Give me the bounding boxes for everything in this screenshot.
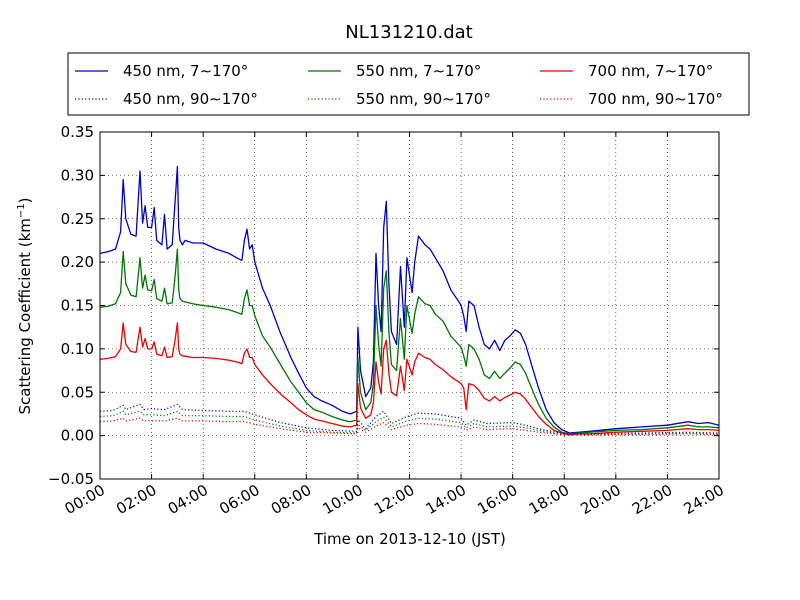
legend-box <box>67 52 750 116</box>
y-tick-label: 0.05 <box>61 383 94 401</box>
y-tick-label: 0.35 <box>61 123 94 141</box>
y-tick-label: 0.20 <box>61 253 94 271</box>
y-tick-label: 0.30 <box>61 166 94 184</box>
series-line <box>99 417 720 436</box>
series-line <box>99 410 720 436</box>
y-tick-labels: −0.05 0.00 0.05 0.10 0.15 0.20 0.25 0.30 0.35 <box>48 123 94 488</box>
y-tick-label: −0.05 <box>48 470 94 488</box>
legend-label: 550 nm, 7∼170° <box>356 62 481 80</box>
legend: 450 nm, 7∼170° 550 nm, 7∼170° 700 nm, 7∼17… <box>67 52 750 116</box>
chart-title: NL131210.dat <box>345 22 472 43</box>
series-line <box>99 166 720 434</box>
ticks <box>99 131 720 480</box>
series-line <box>99 403 720 435</box>
series-line <box>99 248 720 435</box>
legend-label: 550 nm, 90∼170° <box>356 90 491 108</box>
y-axis-label-text: Scattering Coefficient (km <box>16 218 34 414</box>
legend-label: 700 nm, 7∼170° <box>588 62 713 80</box>
y-tick-label: 0.00 <box>61 427 94 445</box>
x-axis-label: Time on 2013-12-10 (JST) <box>313 530 506 548</box>
series-group <box>99 166 720 436</box>
y-axis-label: Scattering Coefficient (km−1) <box>16 197 34 414</box>
y-axis-label-exponent: −1 <box>16 203 27 218</box>
y-axis-label-close: ) <box>16 197 34 203</box>
y-tick-label: 0.15 <box>61 297 94 315</box>
legend-label: 450 nm, 90∼170° <box>123 90 258 108</box>
legend-label: 700 nm, 90∼170° <box>588 90 723 108</box>
series-line <box>99 322 720 436</box>
y-tick-label: 0.25 <box>61 210 94 228</box>
y-tick-label: 0.10 <box>61 340 94 358</box>
legend-label: 450 nm, 7∼170° <box>123 62 248 80</box>
